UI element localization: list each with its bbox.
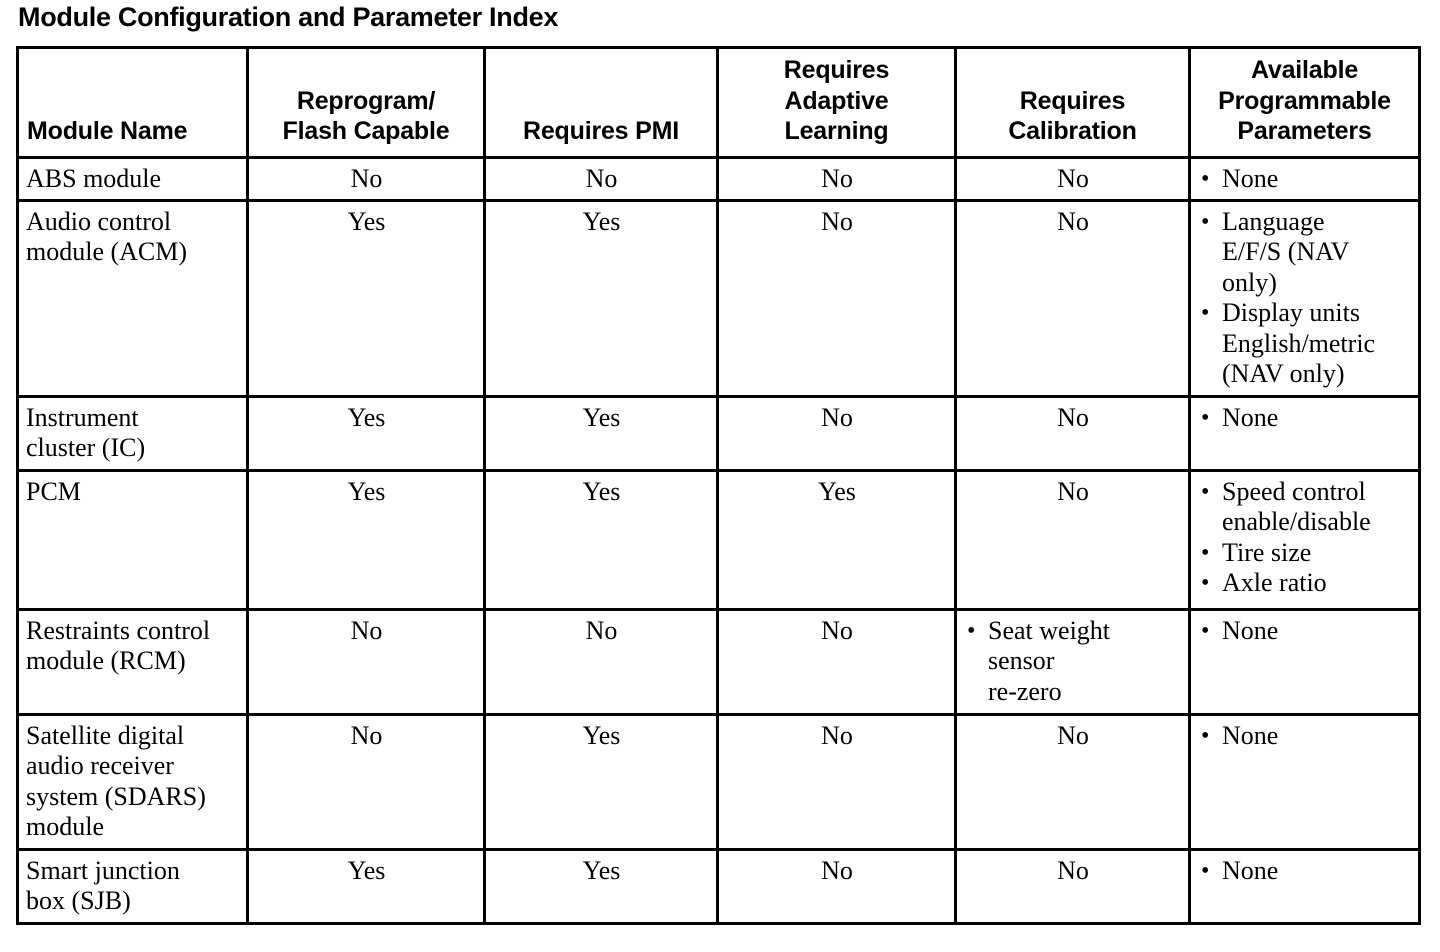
- cell-parameters: • Language E/F/S (NAV only) • Display unit…: [1188, 198, 1421, 398]
- module-configuration-table: Module Name Reprogram/ Flash Capable Req…: [16, 46, 1421, 925]
- cell-pmi: Yes: [483, 712, 719, 851]
- cell-calibration: No: [954, 155, 1191, 202]
- table-row-sdars: Satellite digital audio receiver system …: [16, 712, 1421, 851]
- column-header-requires-calibration: Requires Calibration: [954, 46, 1191, 159]
- bullet-item: • Speed control enable/disable: [1198, 477, 1412, 538]
- cell-reprogram: Yes: [246, 394, 486, 472]
- bullet-text: Speed control enable/disable: [1222, 476, 1371, 537]
- bullet-item: • Display units English/metric (NAV only): [1198, 298, 1412, 389]
- bullet-icon: •: [1201, 857, 1210, 884]
- cell-parameters: • None: [1188, 607, 1421, 716]
- cell-pmi: Yes: [483, 198, 719, 398]
- table-row-rcm: Restraints control module (RCM) No No No…: [16, 607, 1421, 716]
- bullet-item: • None: [1198, 164, 1412, 194]
- bullet-icon: •: [967, 617, 976, 644]
- bullet-text: Tire size: [1222, 537, 1312, 567]
- cell-reprogram: Yes: [246, 468, 486, 611]
- cell-calibration: No: [954, 468, 1191, 611]
- bullet-text: None: [1222, 720, 1279, 750]
- bullet-text: Display units English/metric (NAV only): [1222, 298, 1376, 388]
- bullet-text: Axle ratio: [1222, 568, 1327, 598]
- cell-reprogram: No: [246, 607, 486, 716]
- cell-module-name: PCM: [16, 468, 249, 611]
- cell-adaptive: Yes: [716, 468, 957, 611]
- column-header-available-programmable-parameters: Available Programmable Parameters: [1188, 46, 1421, 159]
- cell-pmi: Yes: [483, 394, 719, 472]
- bullet-icon: •: [1201, 478, 1210, 505]
- cell-calibration: • Seat weight sensor re-zero: [954, 607, 1191, 716]
- bullet-icon: •: [1201, 404, 1210, 431]
- cell-parameters: • None: [1188, 847, 1421, 925]
- bullet-icon: •: [1201, 617, 1210, 644]
- bullet-text: Language E/F/S (NAV only): [1222, 206, 1350, 297]
- cell-reprogram: No: [246, 155, 486, 202]
- bullet-icon: •: [1201, 208, 1210, 235]
- table-row-abs: ABS module No No No No • None: [16, 155, 1421, 202]
- bullet-icon: •: [1201, 539, 1210, 566]
- cell-parameters: • None: [1188, 712, 1421, 851]
- bullet-item: • None: [1198, 616, 1412, 646]
- bullet-item: • Axle ratio: [1198, 568, 1412, 598]
- cell-module-name: Smart junction box (SJB): [16, 847, 249, 925]
- cell-module-name: Instrument cluster (IC): [16, 394, 249, 472]
- bullet-item: • None: [1198, 403, 1412, 433]
- cell-reprogram: Yes: [246, 198, 486, 398]
- cell-module-name: Audio control module (ACM): [16, 198, 249, 398]
- bullet-icon: •: [1201, 165, 1210, 192]
- cell-parameters: • Speed control enable/disable • Tire size…: [1188, 468, 1421, 611]
- table-header-row: Module Name Reprogram/ Flash Capable Req…: [16, 46, 1421, 159]
- bullet-text: Seat weight sensor re-zero: [988, 615, 1111, 706]
- cell-pmi: Yes: [483, 847, 719, 925]
- column-header-requires-pmi: Requires PMI: [483, 46, 719, 159]
- bullet-item: • Seat weight sensor re-zero: [964, 616, 1182, 707]
- bullet-icon: •: [1201, 300, 1210, 327]
- cell-adaptive: No: [716, 198, 957, 398]
- cell-calibration: No: [954, 712, 1191, 851]
- column-header-reprogram-flash-capable: Reprogram/ Flash Capable: [246, 46, 486, 159]
- cell-adaptive: No: [716, 394, 957, 472]
- bullet-icon: •: [1201, 570, 1210, 597]
- bullet-item: • None: [1198, 856, 1412, 886]
- cell-adaptive: No: [716, 712, 957, 851]
- column-header-requires-adaptive-learning: Requires Adaptive Learning: [716, 46, 957, 159]
- bullet-icon: •: [1201, 722, 1210, 749]
- cell-adaptive: No: [716, 607, 957, 716]
- cell-calibration: No: [954, 847, 1191, 925]
- cell-reprogram: Yes: [246, 847, 486, 925]
- cell-calibration: No: [954, 394, 1191, 472]
- table-row-acm: Audio control module (ACM) Yes Yes No No…: [16, 198, 1421, 398]
- cell-pmi: No: [483, 607, 719, 716]
- bullet-text: None: [1222, 402, 1279, 432]
- bullet-text: None: [1222, 855, 1279, 885]
- bullet-item: • Tire size: [1198, 538, 1412, 568]
- table-row-sjb: Smart junction box (SJB) Yes Yes No No •…: [16, 847, 1421, 925]
- cell-module-name: Satellite digital audio receiver system …: [16, 712, 249, 851]
- table-row-ic: Instrument cluster (IC) Yes Yes No No • N…: [16, 394, 1421, 472]
- cell-parameters: • None: [1188, 394, 1421, 472]
- cell-parameters: • None: [1188, 155, 1421, 202]
- cell-pmi: Yes: [483, 468, 719, 611]
- cell-adaptive: No: [716, 155, 957, 202]
- cell-module-name: Restraints control module (RCM): [16, 607, 249, 716]
- cell-pmi: No: [483, 155, 719, 202]
- bullet-text: None: [1222, 615, 1279, 645]
- column-header-module-name: Module Name: [16, 46, 249, 159]
- cell-module-name: ABS module: [16, 155, 249, 202]
- cell-calibration: No: [954, 198, 1191, 398]
- cell-reprogram: No: [246, 712, 486, 851]
- bullet-text: None: [1222, 163, 1279, 193]
- bullet-item: • Language E/F/S (NAV only): [1198, 207, 1412, 298]
- cell-adaptive: No: [716, 847, 957, 925]
- table-row-pcm: PCM Yes Yes Yes No • Speed control enable…: [16, 468, 1421, 611]
- page-title: Module Configuration and Parameter Index: [18, 2, 559, 32]
- bullet-item: • None: [1198, 721, 1412, 751]
